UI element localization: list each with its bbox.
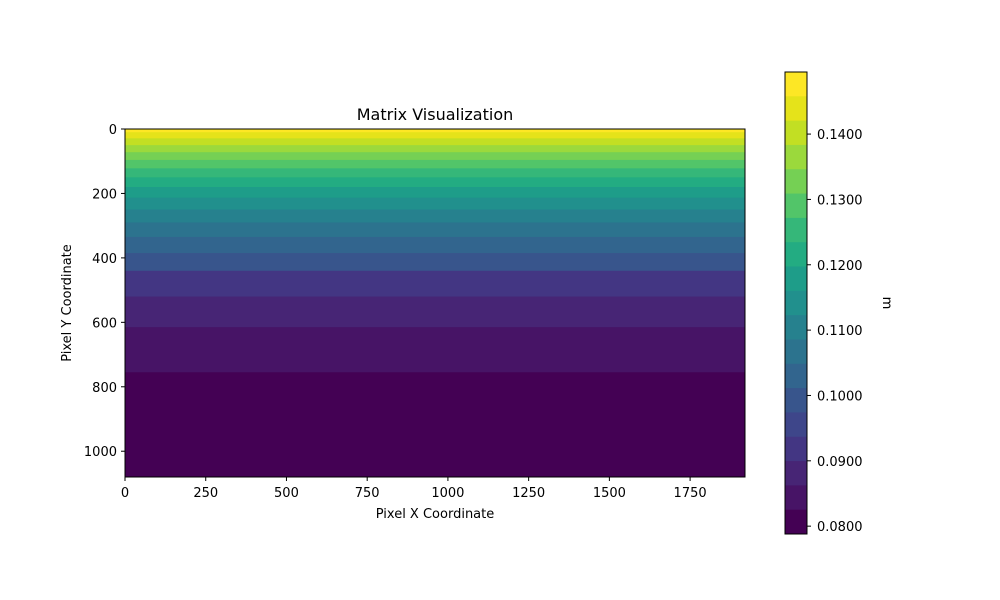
chart-title: Matrix Visualization bbox=[357, 105, 514, 124]
colorbar-bands bbox=[785, 72, 807, 535]
colorbar-segment-0 bbox=[785, 72, 807, 97]
x-tick-label: 500 bbox=[274, 486, 299, 501]
heatmap-band-2 bbox=[125, 138, 745, 146]
heatmap-bands bbox=[125, 129, 745, 478]
y-axis-ticks: 0 200 400 600 800 1000 bbox=[84, 123, 125, 460]
colorbar-segment-9 bbox=[785, 290, 807, 316]
y-tick-label: 400 bbox=[92, 252, 117, 267]
y-axis-label: Pixel Y Coordinate bbox=[60, 244, 75, 362]
y-tick-label: 200 bbox=[92, 187, 117, 202]
colorbar-segment-13 bbox=[785, 388, 807, 413]
heatmap-band-11 bbox=[125, 222, 745, 238]
plot-frame bbox=[124, 128, 746, 478]
colorbar-segment-18 bbox=[785, 509, 807, 535]
x-tick-label: 1250 bbox=[512, 486, 545, 501]
heatmap-band-16 bbox=[125, 327, 745, 373]
x-tick-label: 250 bbox=[193, 486, 218, 501]
heatmap-band-4 bbox=[125, 152, 745, 161]
x-tick-label: 1500 bbox=[593, 486, 626, 501]
x-tick-label: 0 bbox=[121, 486, 129, 501]
y-tick-label: 0 bbox=[109, 123, 117, 138]
colorbar-segment-6 bbox=[785, 217, 807, 243]
heatmap-band-12 bbox=[125, 236, 745, 254]
colorbar-segment-2 bbox=[785, 120, 807, 146]
x-axis-label: Pixel X Coordinate bbox=[376, 507, 495, 522]
heatmap-band-1 bbox=[125, 132, 745, 139]
heatmap-band-15 bbox=[125, 296, 745, 328]
heatmap-band-8 bbox=[125, 187, 745, 199]
y-tick-label: 1000 bbox=[84, 445, 117, 460]
colorbar-segment-10 bbox=[785, 315, 807, 340]
colorbar-segment-15 bbox=[785, 436, 807, 462]
colorbar-segment-12 bbox=[785, 363, 807, 389]
colorbar-segment-16 bbox=[785, 461, 807, 486]
colorbar-segment-11 bbox=[785, 339, 807, 365]
heatmap-band-17 bbox=[125, 372, 745, 478]
heatmap-band-14 bbox=[125, 270, 745, 298]
colorbar-segment-7 bbox=[785, 242, 807, 268]
colorbar-segment-4 bbox=[785, 169, 807, 195]
heatmap-band-13 bbox=[125, 253, 745, 272]
colorbar-tick-label: 0.1100 bbox=[817, 324, 863, 339]
x-tick-label: 1000 bbox=[431, 486, 464, 501]
colorbar-segment-3 bbox=[785, 144, 807, 170]
y-tick-label: 800 bbox=[92, 381, 117, 396]
colorbar-ticks: 0.0800 0.0900 0.1000 0.1100 0.1200 0.1300 0.14… bbox=[807, 128, 863, 535]
heatmap-band-0 bbox=[125, 129, 745, 133]
colorbar-tick-label: 0.0900 bbox=[817, 455, 863, 470]
heatmap-band-10 bbox=[125, 209, 745, 223]
colorbar-segment-1 bbox=[785, 96, 807, 122]
colorbar-tick-label: 0.1200 bbox=[817, 259, 863, 274]
heatmap-band-6 bbox=[125, 168, 745, 178]
heatmap-band-3 bbox=[125, 145, 745, 153]
colorbar-label: m bbox=[879, 297, 894, 310]
colorbar-frame bbox=[784, 71, 808, 535]
colorbar-segment-14 bbox=[785, 412, 807, 438]
colorbar-segment-8 bbox=[785, 266, 807, 292]
colorbar-segment-5 bbox=[785, 193, 807, 219]
colorbar-tick-label: 0.1400 bbox=[817, 128, 863, 143]
x-axis-ticks: 0 250 500 750 1000 1250 1500 1750 bbox=[121, 477, 707, 501]
x-tick-label: 1750 bbox=[674, 486, 707, 501]
heatmap-band-5 bbox=[125, 159, 745, 169]
colorbar-tick-label: 0.1000 bbox=[817, 389, 863, 404]
colorbar-tick-label: 0.0800 bbox=[817, 520, 863, 535]
colorbar-segment-17 bbox=[785, 485, 807, 511]
x-tick-label: 750 bbox=[355, 486, 380, 501]
y-tick-label: 600 bbox=[92, 316, 117, 331]
heatmap-band-9 bbox=[125, 197, 745, 211]
colorbar-tick-label: 0.1300 bbox=[817, 193, 863, 208]
heatmap-band-7 bbox=[125, 177, 745, 188]
